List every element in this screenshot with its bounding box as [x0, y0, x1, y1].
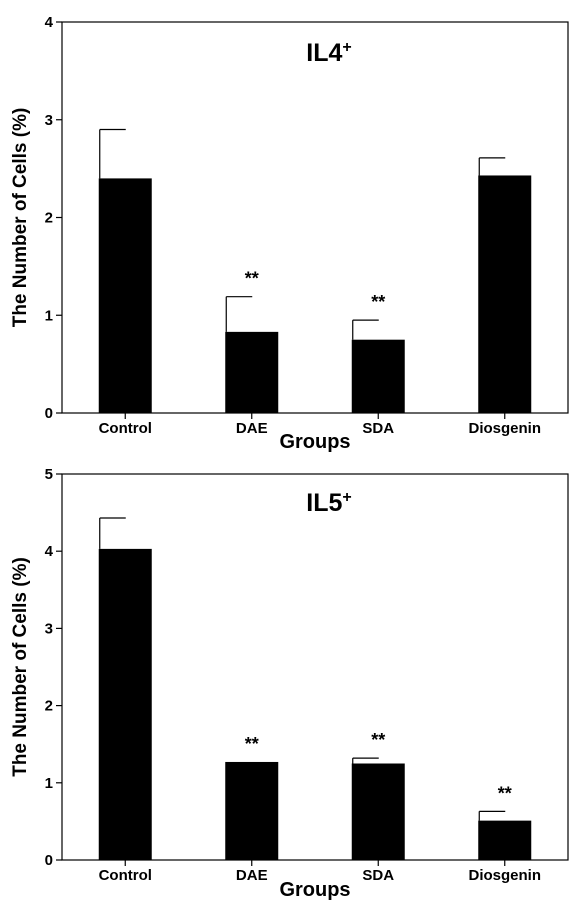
bar — [478, 820, 532, 860]
x-axis-label: Groups — [279, 431, 350, 452]
y-axis-label: The Number of Cells (%) — [10, 557, 31, 777]
chart-title-text: IL5 — [306, 489, 342, 517]
x-tick-label: DAE — [236, 867, 268, 884]
x-tick-label: Control — [99, 420, 152, 437]
chart-title-text: IL4 — [306, 39, 342, 67]
axes: 0 1 2 3 4 Control ** DAE ** SDA Diosgenin — [45, 14, 569, 437]
y-tick-label: 0 — [45, 405, 53, 422]
significance-marker: ** — [245, 734, 259, 754]
y-tick-label: 5 — [45, 466, 53, 483]
y-tick-label: 3 — [45, 620, 53, 637]
bar — [98, 178, 152, 413]
chart-title-superscript: + — [342, 39, 351, 56]
significance-marker: ** — [245, 269, 259, 289]
significance-marker: ** — [498, 783, 512, 803]
x-tick-label: Diosgenin — [468, 420, 541, 437]
x-tick-label: Control — [99, 867, 152, 884]
bar — [351, 763, 405, 860]
y-tick-label: 3 — [45, 112, 53, 129]
y-tick-label: 1 — [45, 307, 53, 324]
x-tick-label: SDA — [362, 867, 394, 884]
bar — [478, 175, 532, 413]
y-tick-label: 4 — [45, 14, 54, 31]
bar — [225, 331, 279, 413]
x-tick-label: DAE — [236, 420, 268, 437]
chart-title: IL5+ — [306, 489, 351, 517]
bar — [98, 548, 152, 860]
chart-title: IL4+ — [306, 39, 351, 67]
plot-frame — [61, 473, 569, 861]
x-tick-label: SDA — [362, 420, 394, 437]
x-tick-label: Diosgenin — [468, 867, 541, 884]
x-axis-label: Groups — [279, 879, 350, 901]
y-tick-label: 1 — [45, 775, 53, 792]
bar — [351, 339, 405, 413]
y-axis-label: The Number of Cells (%) — [10, 108, 31, 328]
y-tick-label: 0 — [45, 852, 53, 869]
y-tick-label: 2 — [45, 210, 53, 227]
axes: 0 1 2 3 4 5 Control ** DAE ** SDA ** Diosgenin — [45, 466, 569, 884]
y-tick-label: 2 — [45, 698, 53, 715]
il4-bar-chart: 0 1 2 3 4 Control ** DAE ** SDA Diosgenin IL4+ The… — [10, 14, 569, 452]
significance-marker: ** — [371, 292, 385, 312]
y-tick-label: 4 — [45, 543, 54, 560]
chart-title-superscript: + — [342, 489, 351, 506]
significance-marker: ** — [371, 730, 385, 750]
bar — [225, 761, 279, 860]
